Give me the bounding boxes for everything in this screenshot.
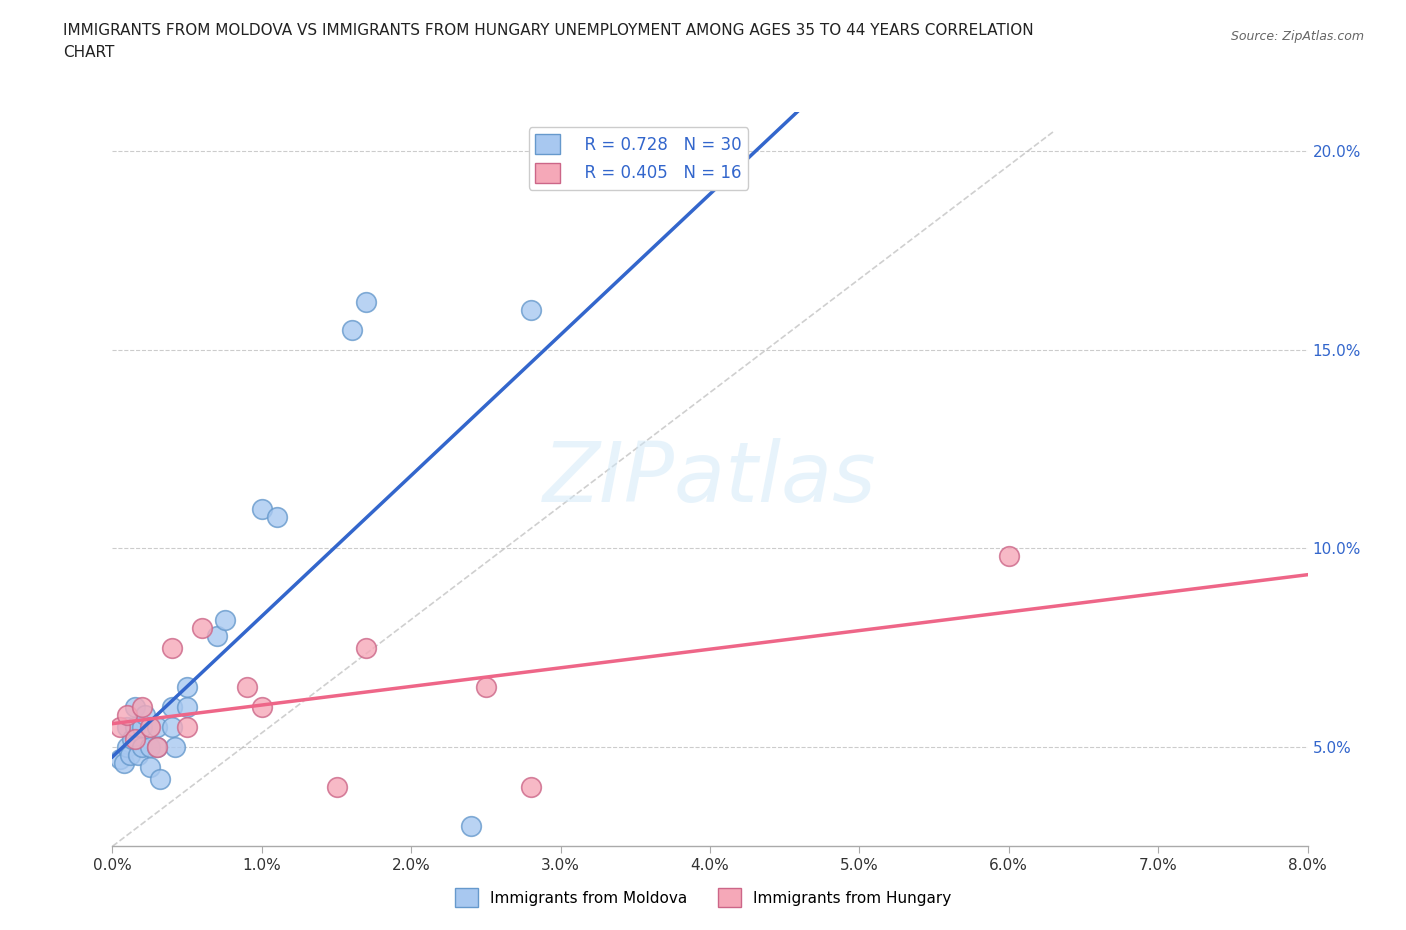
Point: [356, 295, 378, 310]
Point: [214, 613, 236, 628]
Point: [236, 680, 259, 695]
Point: [121, 732, 143, 747]
Point: [176, 680, 198, 695]
Point: [162, 640, 183, 655]
Point: [124, 700, 146, 715]
Point: [250, 700, 273, 715]
Point: [131, 720, 153, 735]
Point: [131, 700, 153, 715]
Point: [149, 771, 172, 786]
Point: [475, 680, 498, 695]
Point: [139, 760, 162, 775]
Point: [176, 720, 198, 735]
Point: [165, 739, 187, 754]
Text: IMMIGRANTS FROM MOLDOVA VS IMMIGRANTS FROM HUNGARY UNEMPLOYMENT AMONG AGES 35 TO: IMMIGRANTS FROM MOLDOVA VS IMMIGRANTS FR…: [63, 23, 1033, 38]
Point: [162, 700, 183, 715]
Point: [127, 748, 149, 763]
Point: [146, 720, 169, 735]
Point: [520, 779, 543, 794]
Point: [117, 708, 139, 723]
Point: [139, 720, 162, 735]
Point: [114, 755, 135, 770]
Point: [139, 739, 162, 754]
Point: [162, 720, 183, 735]
Legend: Immigrants from Moldova, Immigrants from Hungary: Immigrants from Moldova, Immigrants from…: [449, 883, 957, 913]
Point: [998, 549, 1021, 564]
Point: [108, 720, 131, 735]
Point: [120, 748, 142, 763]
Point: [117, 739, 139, 754]
Point: [191, 620, 214, 635]
Point: [205, 629, 228, 644]
Point: [146, 739, 169, 754]
Point: [124, 732, 146, 747]
Point: [325, 779, 347, 794]
Point: [131, 739, 153, 754]
Text: CHART: CHART: [63, 45, 115, 60]
Point: [520, 303, 543, 318]
Text: ZIPatlas: ZIPatlas: [543, 438, 877, 520]
Point: [460, 819, 482, 834]
Point: [356, 640, 378, 655]
Point: [176, 700, 198, 715]
Point: [117, 720, 139, 735]
Point: [124, 720, 146, 735]
Point: [340, 323, 363, 338]
Point: [266, 510, 288, 525]
Legend:   R = 0.728   N = 30,   R = 0.405   N = 16: R = 0.728 N = 30, R = 0.405 N = 16: [529, 127, 748, 190]
Text: Source: ZipAtlas.com: Source: ZipAtlas.com: [1230, 30, 1364, 43]
Point: [146, 739, 169, 754]
Point: [250, 501, 273, 516]
Point: [134, 708, 156, 723]
Point: [108, 751, 131, 766]
